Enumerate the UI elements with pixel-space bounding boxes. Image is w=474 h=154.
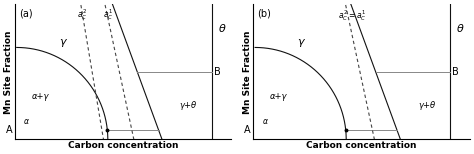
Text: $a_C^2$: $a_C^2$ [77, 7, 87, 22]
Text: (a): (a) [19, 8, 33, 18]
Text: θ: θ [456, 24, 464, 34]
Text: α: α [24, 117, 29, 126]
Text: α+γ: α+γ [270, 92, 288, 101]
Y-axis label: Mn Site Fraction: Mn Site Fraction [4, 30, 13, 113]
Text: α: α [263, 117, 267, 126]
Text: α+γ: α+γ [32, 92, 49, 101]
Y-axis label: Mn Site Fraction: Mn Site Fraction [243, 30, 252, 113]
Text: A: A [244, 125, 251, 135]
Text: γ+θ: γ+θ [180, 101, 197, 110]
Text: $a_C^2 = a_C^1$: $a_C^2 = a_C^1$ [338, 8, 367, 23]
Text: $a_C^1$: $a_C^1$ [102, 7, 113, 22]
X-axis label: Carbon concentration: Carbon concentration [306, 141, 417, 150]
Text: B: B [453, 67, 459, 77]
Text: (b): (b) [257, 8, 271, 18]
Text: A: A [6, 125, 12, 135]
Text: γ+θ: γ+θ [418, 101, 435, 110]
Text: γ: γ [297, 37, 304, 47]
X-axis label: Carbon concentration: Carbon concentration [68, 141, 178, 150]
Text: B: B [214, 67, 221, 77]
Text: γ: γ [59, 37, 65, 47]
Text: θ: θ [219, 24, 225, 34]
